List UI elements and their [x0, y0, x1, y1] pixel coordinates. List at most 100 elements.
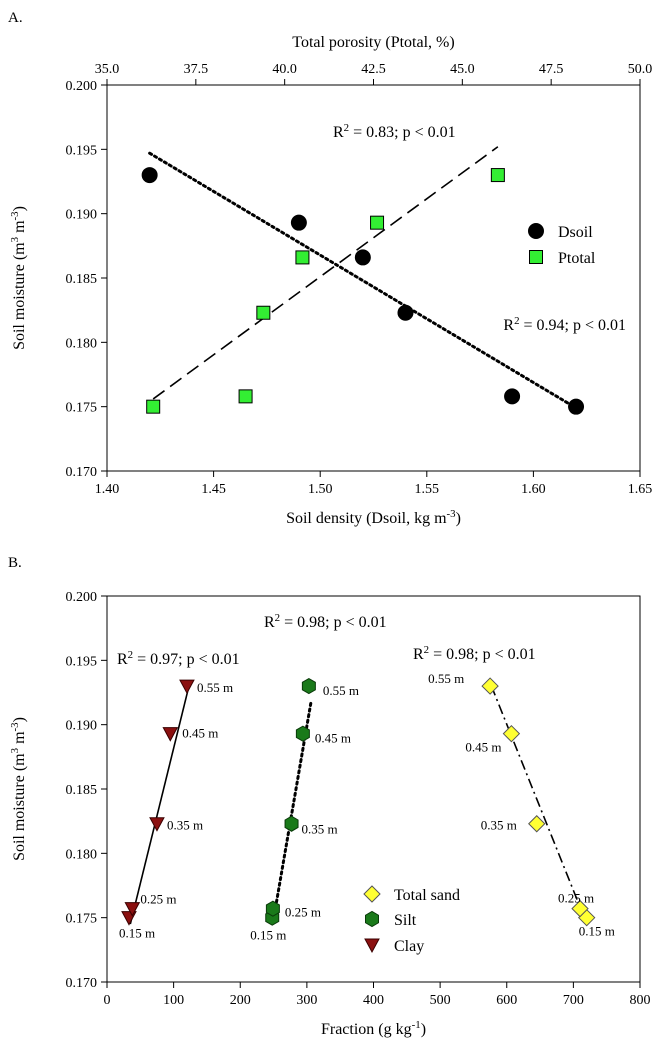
- panel-a-dsoil-r2-annotation: R2 = 0.94; p < 0.01: [503, 315, 626, 334]
- panel-b-total-sand-point: [502, 724, 521, 743]
- panel-b-silt-point: [301, 677, 316, 695]
- panel-a-dsoil-point: [141, 167, 158, 184]
- panel-a-ptotal-point: [490, 168, 505, 183]
- panel-b-x-tick-label: 500: [430, 993, 451, 1008]
- panel-b-legend-total-sand-label: Total sand: [394, 887, 460, 904]
- panel-b-x-tick-label: 100: [163, 993, 184, 1008]
- panel-a-y-tick-label: 0.200: [66, 79, 98, 94]
- panel-b-silt-depth-label: 0.55 m: [323, 683, 359, 698]
- panel-b-y-tick-label: 0.185: [66, 783, 98, 798]
- panel-b-legend-total-sand-marker: [363, 885, 381, 903]
- panel-a-ptotal-point: [238, 389, 253, 404]
- panel-a-y-tick-label: 0.190: [66, 208, 98, 223]
- panel-b-silt-depth-label: 0.25 m: [285, 905, 321, 920]
- panel-b-label: B.: [8, 555, 22, 571]
- panel-b-total-sand-depth-label: 0.35 m: [481, 818, 517, 833]
- panel-a-ptotal-fit-line: [152, 146, 499, 400]
- panel-a-ptotal-point: [370, 215, 385, 230]
- panel-b-silt-point: [265, 900, 280, 917]
- panel-a-plot-frame: [106, 84, 641, 472]
- panel-b-clay-fit-line: [129, 685, 190, 925]
- panel-b-x-title: Fraction (g kg-1): [321, 1019, 426, 1038]
- panel-a-y-title: Soil moisture (m3 m-3): [9, 206, 28, 350]
- panel-b-y-title: Soil moisture (m3 m-3): [9, 717, 28, 861]
- panel-a-x-tick-label: 1.45: [201, 482, 226, 497]
- panel-a-ptotal-point: [146, 399, 161, 414]
- panel-b-clay-point: [149, 817, 165, 832]
- panel-a-x-tick-label: 1.50: [308, 482, 333, 497]
- panel-b-y-tick-label: 0.200: [66, 590, 98, 605]
- panel-b-total-sand-depth-label: 0.25 m: [558, 891, 594, 906]
- panel-b-total-sand-point: [571, 899, 589, 918]
- panel-b-total-sand-depth-label: 0.15 m: [579, 924, 615, 939]
- panel-b-clay-point: [162, 727, 179, 742]
- panel-a-ptotal-r2-annotation: R2 = 0.83; p < 0.01: [333, 122, 456, 141]
- panel-a-x-title: Soil density (Dsoil, kg m-3): [286, 508, 461, 527]
- panel-a-dsoil-point: [568, 398, 585, 415]
- panel-a-dsoil-point: [504, 388, 521, 405]
- panel-b-silt-point: [284, 815, 299, 832]
- panel-a-x-tick-label: 1.40: [95, 482, 120, 497]
- panel-b-legend-silt-marker: [365, 910, 379, 928]
- panel-b-y-tick-label: 0.190: [66, 719, 98, 734]
- panel-b-x-tick-label: 300: [296, 993, 317, 1008]
- panel-a-dsoil-fit-line: [148, 151, 578, 410]
- panel-b-x-tick-label: 700: [563, 993, 584, 1008]
- panel-a-dsoil-point: [354, 249, 371, 266]
- panel-b-total-sand-depth-label: 0.55 m: [428, 671, 464, 686]
- panel-b-y-tick-label: 0.195: [66, 654, 98, 669]
- panel-a-x-top-tick-label: 40.0: [272, 62, 297, 77]
- panel-b-clay-point: [179, 679, 195, 695]
- panel-a-y-tick-label: 0.175: [66, 401, 98, 416]
- panel-b-legend-clay-marker: [364, 938, 380, 954]
- panel-b-silt-depth-label: 0.15 m: [250, 928, 286, 943]
- panel-b-total-sand-r2-annotation: R2 = 0.98; p < 0.01: [413, 644, 536, 663]
- panel-b-clay-depth-label: 0.55 m: [197, 680, 233, 695]
- panel-b-clay-depth-label: 0.45 m: [182, 726, 218, 741]
- panel-b-silt-depth-label: 0.45 m: [315, 731, 351, 746]
- panel-a-legend-ptotal-marker: [529, 250, 543, 264]
- panel-b-clay-depth-label: 0.35 m: [167, 818, 203, 833]
- panel-a-y-tick-label: 0.180: [66, 336, 98, 351]
- panel-a-y-tick-label: 0.170: [66, 465, 98, 480]
- panel-a-ptotal-point: [295, 250, 310, 265]
- panel-a-x-top-title: Total porosity (Ptotal, %): [292, 34, 454, 51]
- panel-a-label: A.: [8, 10, 23, 26]
- panel-b-silt-r2-annotation: R2 = 0.97; p < 0.01: [117, 649, 240, 668]
- panel-b-clay-depth-label: 0.15 m: [119, 926, 155, 941]
- panel-b-clay-point: [124, 902, 141, 917]
- panel-b-clay-depth-label: 0.25 m: [140, 892, 176, 907]
- panel-a-y-tick-label: 0.185: [66, 272, 98, 287]
- panel-a-y-tick-label: 0.195: [66, 143, 98, 158]
- panel-a-ptotal-point: [256, 305, 271, 320]
- panel-a-dsoil-point: [290, 214, 307, 231]
- panel-b-total-sand-point: [528, 815, 546, 833]
- panel-a-x-tick-label: 1.60: [521, 482, 546, 497]
- panel-b-x-tick-label: 0: [104, 993, 111, 1008]
- panel-b-y-tick-label: 0.175: [66, 912, 98, 927]
- panel-a-dsoil-point: [397, 304, 414, 321]
- panel-b-silt-point: [295, 725, 310, 742]
- panel-a-legend-dsoil-label: Dsoil: [558, 224, 593, 241]
- panel-a-legend-dsoil-marker: [528, 223, 544, 239]
- panel-b-clay-r2-annotation: R2 = 0.98; p < 0.01: [264, 612, 387, 631]
- panel-a-x-top-tick-label: 42.5: [361, 62, 386, 77]
- panel-a-legend-ptotal-label: Ptotal: [558, 250, 596, 267]
- panel-b-x-tick-label: 800: [630, 993, 651, 1008]
- panel-b-x-tick-label: 600: [496, 993, 517, 1008]
- panel-a-x-top-tick-label: 35.0: [95, 62, 120, 77]
- panel-a-x-top-tick-label: 50.0: [628, 62, 653, 77]
- panel-b-legend-silt-label: Silt: [394, 912, 417, 929]
- panel-a-x-top-tick-label: 47.5: [539, 62, 564, 77]
- panel-b-x-tick-label: 200: [230, 993, 251, 1008]
- panel-a-x-tick-label: 1.55: [415, 482, 440, 497]
- panel-b-y-tick-label: 0.180: [66, 847, 98, 862]
- panel-a-x-top-tick-label: 37.5: [184, 62, 209, 77]
- panel-b-total-sand-fit-line: [490, 685, 587, 921]
- panel-b-x-tick-label: 400: [363, 993, 384, 1008]
- panel-b-silt-depth-label: 0.35 m: [302, 822, 338, 837]
- panel-b-total-sand-point: [481, 677, 499, 695]
- panel-b-y-tick-label: 0.170: [66, 976, 98, 991]
- panel-b-legend-clay-label: Clay: [394, 938, 424, 955]
